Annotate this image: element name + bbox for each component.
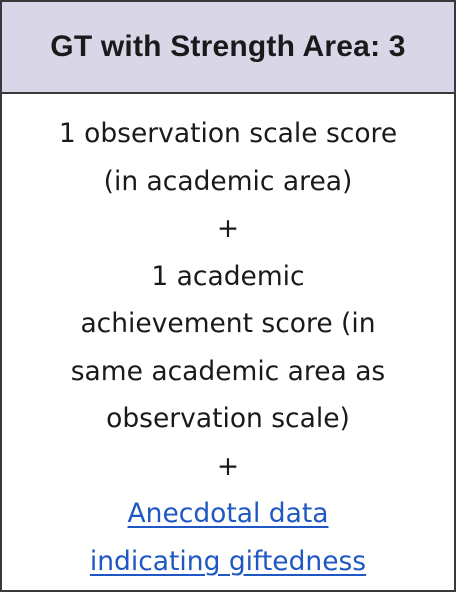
achievement-score-text: achievement score (in	[80, 308, 376, 339]
plus-sign: +	[216, 450, 240, 482]
plus-sign: +	[216, 213, 240, 244]
observation-scale-text: 1 observation scale score	[58, 118, 398, 149]
academic-area-text: (in academic area)	[103, 165, 353, 197]
card-title: GT with Strength Area: 3	[50, 30, 406, 63]
giftedness-link-line: indicating giftedness	[2, 538, 454, 586]
same-area-text: same academic area as	[70, 355, 386, 387]
card-body: 1 observation scale score (in academic a…	[2, 94, 454, 585]
academic-text: 1 academic	[151, 260, 305, 292]
observation-scale-close-text: observation scale)	[106, 403, 350, 434]
giftedness-link[interactable]: indicating giftedness	[89, 545, 367, 577]
anecdotal-data-link[interactable]: Anecdotal data	[127, 498, 329, 529]
anecdotal-data-link-line: Anecdotal data	[2, 490, 454, 538]
card-header: GT with Strength Area: 3	[2, 2, 454, 94]
